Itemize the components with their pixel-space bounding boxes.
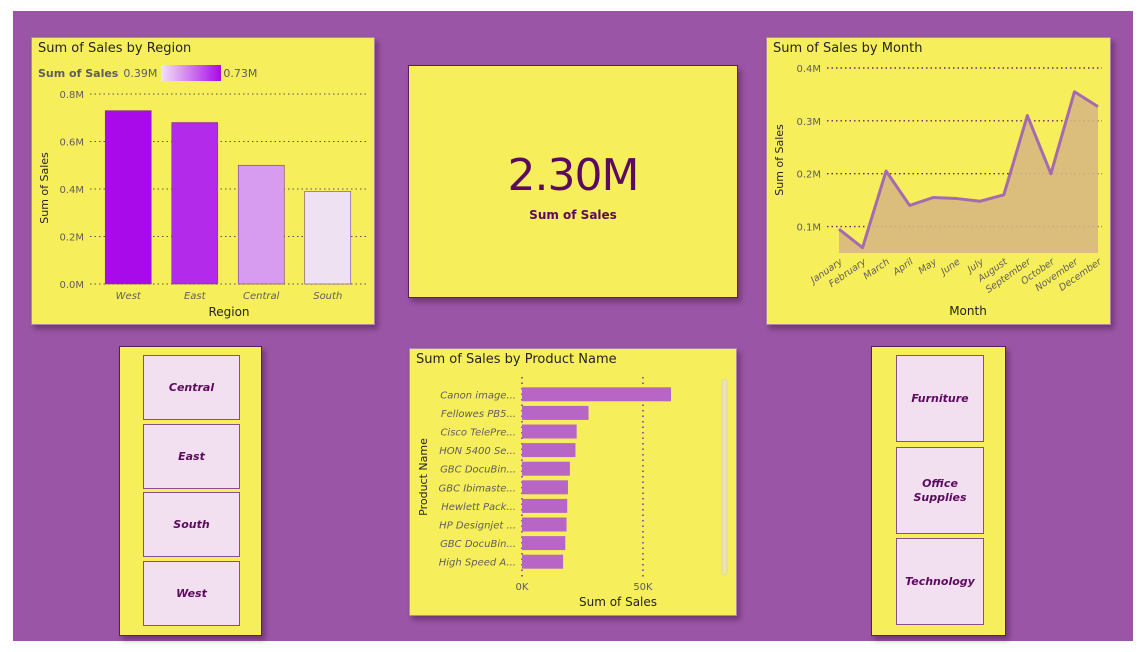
product-chart-title: Sum of Sales by Product Name: [416, 352, 617, 367]
product-bar: [522, 424, 577, 439]
kpi-label: Sum of Sales: [529, 208, 617, 222]
product-bar: [522, 461, 570, 476]
region-y-tick-label: 0.0M: [59, 280, 84, 291]
product-y-tick-label: High Speed A...: [439, 558, 516, 569]
region-x-axis-label: Region: [208, 305, 249, 319]
region-chart-title: Sum of Sales by Region: [38, 41, 192, 56]
product-x-tick-label: 0K: [516, 582, 529, 593]
month-x-tick-label: March: [862, 256, 892, 282]
region-y-tick-label: 0.4M: [59, 185, 84, 196]
region-bar: [304, 191, 352, 285]
legend-gradient: [161, 65, 222, 81]
region-x-tick-label: Central: [243, 291, 280, 302]
region-chart-card[interactable]: Sum of Sales by Region Sum of Sales 0.39…: [31, 37, 375, 325]
region-y-tick-label: 0.8M: [59, 90, 84, 101]
month-series-line: [838, 90, 1099, 250]
month-chart-title: Sum of Sales by Month: [773, 41, 923, 56]
product-chart-card[interactable]: Sum of Sales by Product Name Canon image…: [409, 348, 737, 616]
product-bar: [522, 480, 568, 495]
region-y-axis-label: Sum of Sales: [38, 152, 51, 224]
product-bar: [522, 443, 576, 458]
region-x-tick-label: West: [116, 291, 142, 302]
report-canvas: Sum of Sales by Region Sum of Sales 0.39…: [13, 11, 1133, 641]
slicer-tile-east[interactable]: East: [143, 424, 240, 489]
month-x-tick-label: April: [890, 256, 915, 278]
slicer-tile-technology[interactable]: Technology: [896, 538, 984, 625]
region-x-tick-label: South: [313, 291, 342, 302]
slicer-tile-furniture[interactable]: Furniture: [896, 355, 984, 442]
month-area-fill: [839, 91, 1098, 254]
product-bar: [522, 405, 589, 420]
product-y-tick-label: Canon image...: [440, 390, 516, 401]
region-y-tick-label: 0.2M: [59, 233, 84, 244]
region-bar: [237, 164, 285, 285]
product-y-tick-label: HP Designjet ...: [439, 521, 516, 532]
region-chart-plot: 0.8M 0.6M 0.4M 0.2M 0.0M West East Central Sout…: [38, 90, 366, 319]
legend-title: Sum of Sales: [38, 66, 119, 80]
product-y-tick-label: Cisco TelePre...: [440, 428, 516, 439]
product-x-tick-label: 50K: [633, 582, 653, 593]
month-x-axis-label: Month: [949, 304, 987, 318]
region-chart-legend: Sum of Sales 0.39M 0.73M: [38, 65, 257, 81]
month-x-tick-label: June: [938, 256, 963, 278]
slicer-tile-west[interactable]: West: [143, 561, 240, 626]
month-x-tick-label: May: [917, 256, 940, 276]
product-bar: [522, 498, 568, 513]
product-y-tick-label: Hewlett Pack...: [441, 502, 516, 513]
region-x-tick-label: East: [184, 291, 207, 302]
product-bar: [522, 517, 567, 532]
product-bar: [522, 536, 566, 551]
product-y-tick-label: Fellowes PB5...: [441, 409, 516, 420]
month-y-tick-label: 0.1M: [796, 223, 821, 234]
month-chart-card[interactable]: Sum of Sales by Month 0.4M 0.3M 0.2M 0.1M J…: [766, 37, 1111, 325]
region-slicer: Central East South West: [119, 346, 262, 636]
legend-max: 0.73M: [223, 66, 258, 80]
product-y-tick-label: GBC Ibimaste...: [438, 483, 516, 494]
product-y-tick-label: HON 5400 Se...: [439, 446, 516, 457]
category-slicer: Furniture Office Supplies Technology: [871, 346, 1006, 636]
scrollbar[interactable]: [721, 378, 728, 576]
kpi-card[interactable]: 2.30M Sum of Sales: [408, 65, 738, 298]
product-y-axis-label: Product Name: [417, 438, 430, 516]
month-y-tick-label: 0.4M: [796, 64, 821, 75]
region-bar: [104, 110, 152, 285]
month-y-tick-label: 0.2M: [796, 170, 821, 181]
slicer-tile-south[interactable]: South: [143, 492, 240, 557]
product-y-tick-label: GBC DocuBin...: [440, 539, 516, 550]
slicer-tile-central[interactable]: Central: [143, 355, 240, 420]
month-y-axis-label: Sum of Sales: [773, 124, 786, 196]
product-bar: [522, 554, 564, 569]
kpi-value: 2.30M: [507, 150, 640, 201]
month-y-tick-label: 0.3M: [796, 117, 821, 128]
slicer-tile-office-supplies[interactable]: Office Supplies: [896, 447, 984, 534]
product-chart-plot: Canon image... Fellowes PB5... Cisco TeleP…: [417, 377, 728, 609]
region-bar: [171, 122, 219, 285]
region-y-tick-label: 0.6M: [59, 138, 84, 149]
product-bar: [522, 387, 672, 402]
product-x-axis-label: Sum of Sales: [579, 595, 657, 609]
product-y-tick-label: GBC DocuBin...: [440, 465, 516, 476]
legend-min: 0.39M: [123, 66, 158, 80]
